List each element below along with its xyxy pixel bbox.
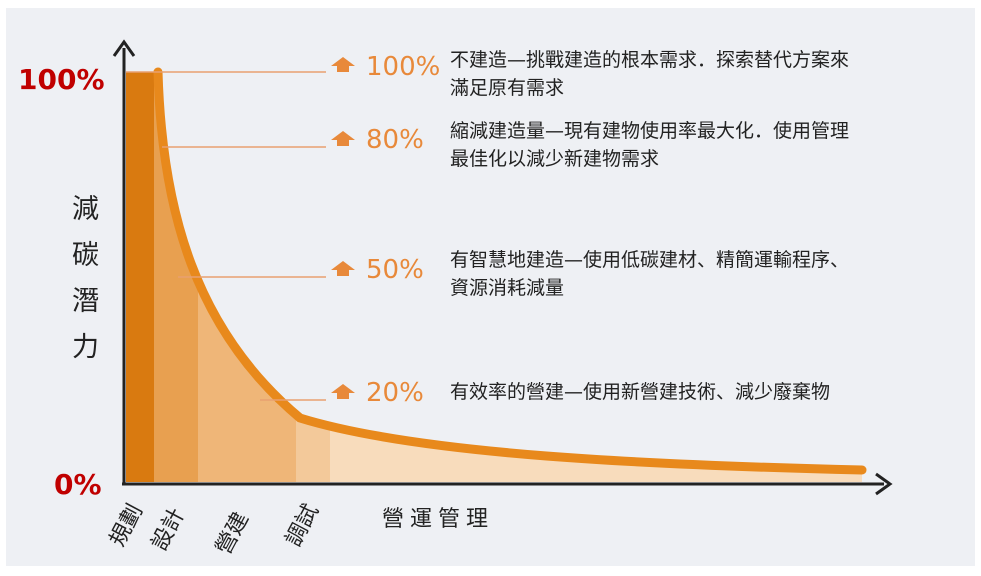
stage-label-construction: 營建 xyxy=(211,508,254,559)
y-axis-bottom-label: 0% xyxy=(54,468,102,501)
y-axis-title-char: 潛 xyxy=(72,286,99,317)
arrow-up-icon xyxy=(331,131,355,146)
level-desc-80-line2: 最佳化以減少新建物需求 xyxy=(450,148,659,170)
level-pct-100: 100% xyxy=(366,52,440,82)
stage-fill-planning xyxy=(126,72,154,482)
level-desc-100-line1: 不建造—挑戰建造的根本需求．探索替代方案來 xyxy=(450,49,849,71)
level-desc-50-line2: 資源消耗減量 xyxy=(450,277,564,299)
stage-label-design: 設計 xyxy=(147,504,190,555)
y-axis-top-label: 100% xyxy=(18,63,105,96)
arrow-up-icon xyxy=(331,57,355,72)
y-axis-title-char: 碳 xyxy=(72,240,99,271)
level-desc-20-line1: 有效率的營建—使用新營建技術、減少廢棄物 xyxy=(450,381,830,403)
arrow-up-icon xyxy=(331,384,355,399)
level-pct-50: 50% xyxy=(366,255,424,285)
level-pct-20: 20% xyxy=(366,378,424,408)
level-desc-80-line1: 縮減建造量—現有建物使用率最大化．使用管理 xyxy=(450,120,849,142)
y-axis-title-char: 減 xyxy=(72,194,99,225)
reduction-curve xyxy=(153,67,867,475)
stage-label-commissioning: 調試 xyxy=(281,500,324,551)
y-axis-arrowhead xyxy=(112,39,136,57)
level-desc-50-line1: 有智慧地建造—使用低碳建材、精簡運輸程序、 xyxy=(450,249,849,271)
operations-label: 營運管理 xyxy=(382,507,494,532)
y-axis-title-char: 力 xyxy=(72,332,99,363)
stage-label-planning: 規劃 xyxy=(105,500,148,551)
level-pct-80: 80% xyxy=(366,125,424,155)
x-axis-arrowhead xyxy=(875,472,893,496)
stage-fill-construction xyxy=(198,72,296,482)
arrow-up-icon xyxy=(331,261,355,276)
level-desc-100-line2: 滿足原有需求 xyxy=(450,77,564,99)
